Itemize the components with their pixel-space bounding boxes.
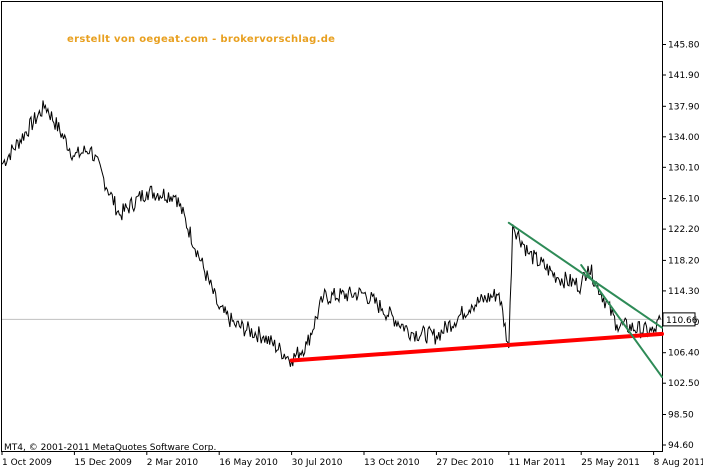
x-tick-label: 16 May 2010 xyxy=(219,458,278,468)
y-tick-label: 118.20 xyxy=(668,256,700,266)
x-tick-label: 25 May 2011 xyxy=(581,458,640,468)
y-tick-label: 98.50 xyxy=(668,410,694,420)
y-tick-label: 126.10 xyxy=(668,195,700,205)
y-tick-label: 137.90 xyxy=(668,102,700,112)
y-tick-label: 102.50 xyxy=(668,379,700,389)
x-tick-label: 11 Mar 2011 xyxy=(509,458,566,468)
price-series-line xyxy=(1,100,661,367)
y-tick-label: 134.00 xyxy=(668,133,700,143)
y-tick-label: 106.40 xyxy=(668,349,700,359)
y-tick-label: 141.90 xyxy=(668,71,700,81)
resistance-trendline-1 xyxy=(507,221,663,329)
y-tick-label: 114.30 xyxy=(668,287,700,297)
y-tick-label: 145.80 xyxy=(668,41,700,51)
current-price-tag: 110.66 xyxy=(662,312,698,327)
y-tick-label: 130.10 xyxy=(668,163,700,173)
y-tick-label: 122.20 xyxy=(668,225,700,235)
current-price-label: 110.66 xyxy=(666,316,698,326)
x-tick-label: 8 Aug 2011 xyxy=(654,458,703,468)
resistance-trendline-2 xyxy=(580,264,663,378)
x-tick-label: 27 Dec 2010 xyxy=(436,458,494,468)
x-tick-label: 13 Oct 2010 xyxy=(364,458,420,468)
x-tick-label: 30 Jul 2010 xyxy=(292,458,343,468)
current-price-box xyxy=(662,312,696,327)
x-tick-label: 2 Mar 2010 xyxy=(147,458,199,468)
copyright: MT4, © 2001-2011 MetaQuotes Software Cor… xyxy=(4,443,216,453)
watermark: erstellt von oegeat.com - brokervorschla… xyxy=(67,34,335,45)
x-tick-label: 15 Dec 2009 xyxy=(74,458,132,468)
y-tick-label: 94.60 xyxy=(668,441,694,451)
plot-frame xyxy=(1,1,663,452)
x-tick-label: 1 Oct 2009 xyxy=(2,458,52,468)
support-trendline xyxy=(289,331,664,363)
